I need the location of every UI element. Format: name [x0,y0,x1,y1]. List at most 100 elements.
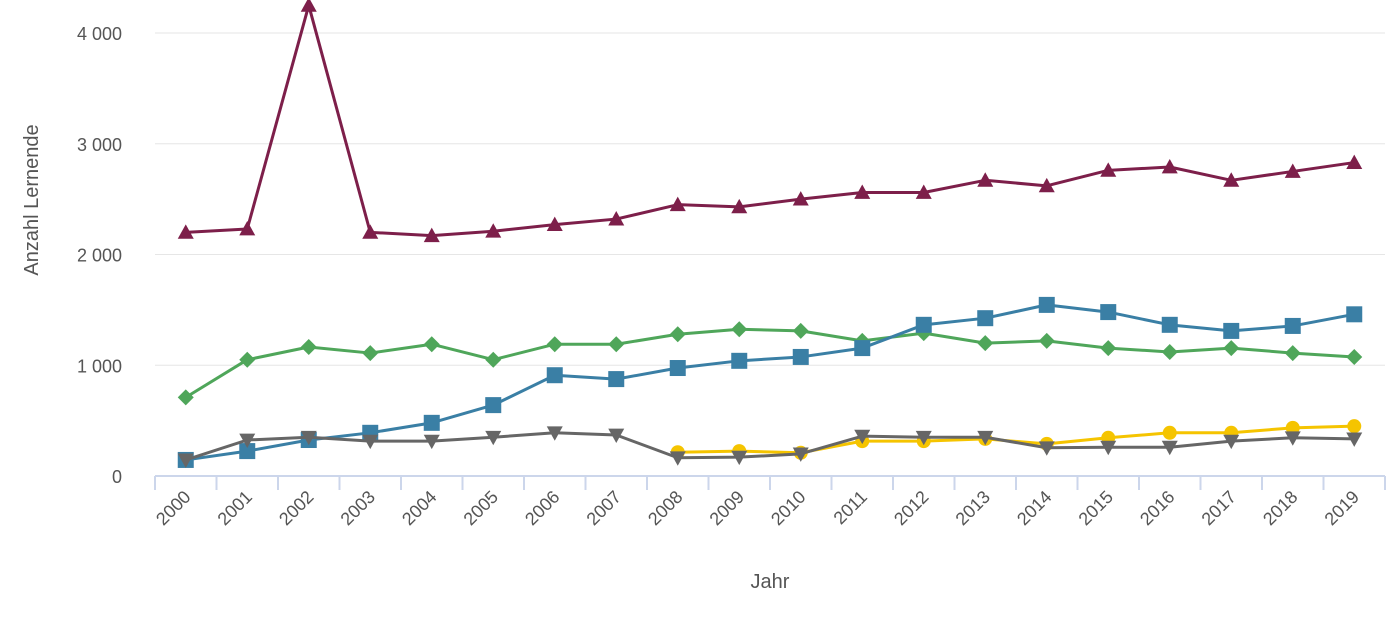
data-point [1285,420,1300,435]
series-line [185,431,1355,462]
x-tick-label: 2002 [275,487,317,529]
data-point [915,184,932,199]
data-point [362,224,379,239]
series-line [184,327,1355,399]
data-point [546,216,563,231]
series-diamond [177,321,1363,406]
data-point [423,336,440,353]
data-point [792,191,809,206]
data-point [546,367,563,384]
data-point [1223,322,1240,339]
data-point [854,340,871,357]
x-tick-label: 2012 [890,487,932,529]
data-point [792,322,809,339]
data-point [1346,348,1363,365]
data-point [362,345,379,362]
data-point [1161,159,1178,174]
data-point [300,338,317,355]
data-point [1346,306,1363,323]
data-point [792,447,809,462]
x-tick-label: 2016 [1136,487,1178,529]
data-point [915,430,932,446]
data-point [1038,177,1055,193]
data-point [1100,304,1117,321]
data-point [423,414,440,431]
data-point [669,326,686,343]
data-point [1284,163,1301,178]
y-tick-label: 1 000 [77,356,122,376]
series-square [177,296,1363,468]
x-tick-label: 2017 [1198,487,1240,529]
series-triangle-down [177,426,1363,468]
data-point [239,433,256,449]
data-point [177,224,194,239]
x-tick-label: 2006 [521,487,563,529]
y-tick-label: 0 [112,467,122,487]
data-point [300,0,317,12]
series-triangle-up [177,0,1363,243]
data-point [1161,316,1178,333]
data-point [546,336,563,353]
data-point [1100,162,1117,177]
x-tick-label: 2008 [644,487,686,529]
x-tick-label: 2014 [1013,487,1055,529]
data-point [1038,441,1055,456]
data-point [1038,296,1055,313]
x-tick-label: 2015 [1075,487,1117,529]
x-tick-label: 2010 [767,487,809,529]
data-point [1284,345,1301,362]
data-point [977,430,994,446]
data-point [485,397,502,414]
data-point [854,184,871,199]
x-tick-label: 2011 [830,487,872,529]
x-tick-label: 2005 [460,487,502,529]
data-point [239,443,256,460]
data-point [977,335,994,352]
data-point [977,172,994,187]
data-point [239,351,256,368]
x-axis: 2000 2001 2002 2003 2004 2005 2006 2007 2008 2009… [152,475,1386,529]
data-point [362,434,379,450]
x-axis-label: Jahr [751,571,790,593]
data-point [731,198,748,214]
data-point [1100,340,1117,357]
x-tick-label: 2009 [706,487,748,529]
data-point [485,351,502,368]
data-point [1223,434,1240,450]
data-point [977,310,994,327]
data-point [423,434,440,450]
data-point [669,360,686,377]
x-tick-label: 2019 [1321,487,1363,529]
x-tick-label: 2000 [152,487,194,529]
data-point [177,453,194,468]
series-group [177,0,1363,468]
data-point [731,450,748,466]
data-point [1284,317,1301,334]
data-point [669,196,686,212]
data-point [669,451,686,466]
data-point [792,348,809,365]
data-point [300,430,317,446]
y-tick-label: 3 000 [77,135,122,155]
data-point [177,389,194,406]
x-tick-label: 2003 [337,487,379,529]
data-point [1223,340,1240,357]
y-tick-label: 4 000 [77,24,122,44]
data-point [423,227,440,243]
data-point [1100,440,1117,456]
data-point [485,430,502,446]
x-tick-label: 2004 [398,487,440,529]
data-point [1284,431,1301,446]
x-tick-label: 2001 [214,487,256,529]
data-point [1161,343,1178,360]
data-point [1162,425,1177,440]
data-point [1347,419,1362,434]
x-tick-label: 2013 [952,487,994,529]
x-tick-label: 2007 [583,487,625,529]
data-point [608,211,625,226]
data-point [1346,154,1363,169]
data-point [1223,172,1240,187]
data-point [608,428,625,444]
grid-lines [155,32,1385,366]
